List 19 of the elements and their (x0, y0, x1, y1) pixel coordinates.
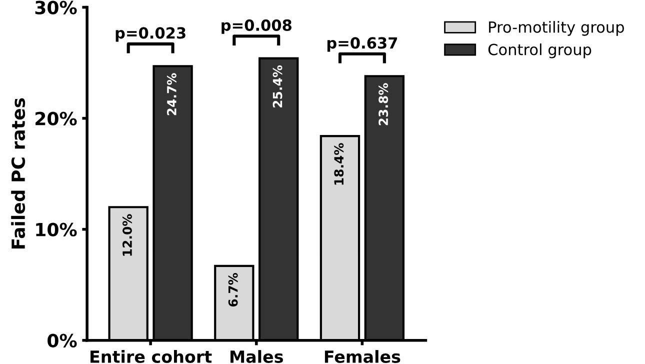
annotation: p=0.637 (327, 37, 398, 52)
data-label: 24.7% (166, 73, 176, 116)
data-label: 6.7% (228, 273, 238, 307)
legend-label: Pro-motility group (489, 21, 624, 36)
annotation: p=0.023 (116, 27, 186, 42)
x-tick-label: Males (230, 350, 283, 363)
y-tick-label: 10% (36, 222, 77, 236)
y-tick-label: 20% (36, 112, 77, 126)
data-label: 23.8% (378, 83, 388, 126)
y-tick-label: 0% (48, 334, 77, 348)
x-tick-label: Females (324, 350, 400, 363)
data-label: 12.0% (122, 214, 132, 256)
x-tick-label: Entire cohort (90, 350, 212, 363)
data-label: 18.4% (334, 143, 344, 185)
annotation: p=0.008 (222, 19, 292, 34)
y-axis-title: Failed PC rates (11, 98, 26, 249)
data-label: 25.4% (272, 65, 282, 108)
legend-label: Control group (488, 43, 592, 58)
y-tick-label: 30% (35, 0, 77, 14)
